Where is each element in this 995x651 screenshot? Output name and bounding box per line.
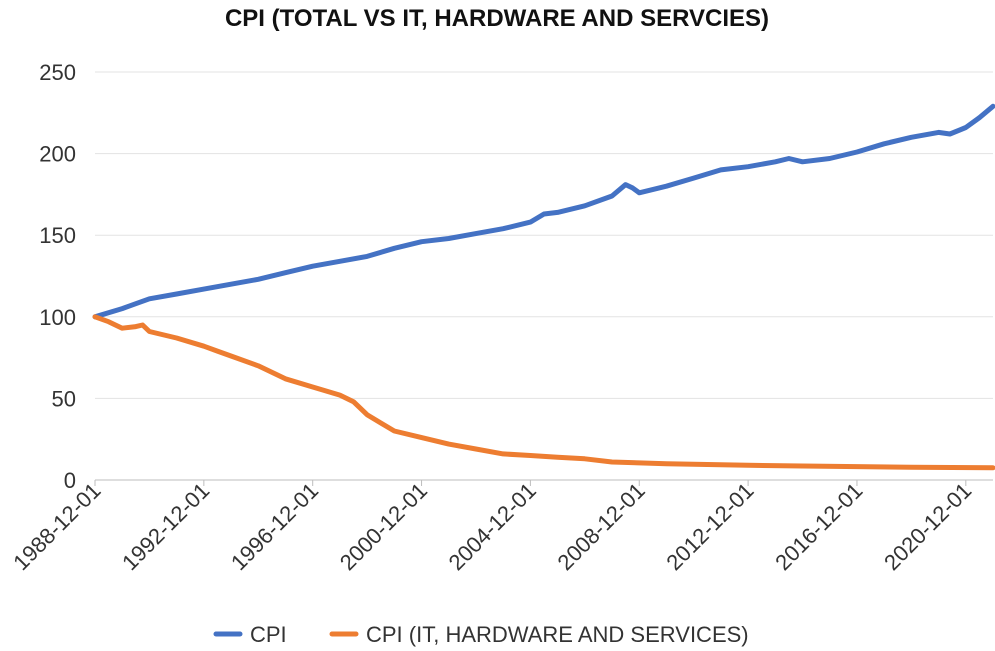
x-tick-label: 2000-12-01 [335, 478, 432, 575]
y-tick-label: 100 [39, 305, 76, 330]
y-tick-label: 250 [39, 60, 76, 85]
y-axis-ticks: 0 50 100 150 200 250 [39, 60, 76, 493]
cpi-series-line [92, 103, 995, 320]
cpi-it-series-line [92, 314, 995, 471]
x-tick-label: 2020-12-01 [879, 478, 976, 575]
x-tick-label: 2016-12-01 [770, 478, 867, 575]
series-lines [92, 103, 995, 471]
y-tick-label: 200 [39, 142, 76, 167]
y-tick-label: 50 [52, 386, 76, 411]
x-tick-label: 1992-12-01 [117, 478, 214, 575]
y-tick-label: 0 [64, 468, 76, 493]
x-tick-label: 2004-12-01 [444, 478, 541, 575]
y-tick-label: 150 [39, 223, 76, 248]
legend-label-cpi: CPI [250, 622, 287, 647]
x-tick-label: 2008-12-01 [553, 478, 650, 575]
x-tick-label: 1988-12-01 [8, 478, 105, 575]
x-tick-label: 1996-12-01 [226, 478, 323, 575]
x-tick-label: 2012-12-01 [661, 478, 758, 575]
x-axis-ticks: 1988-12-01 1992-12-01 1996-12-01 2000-12… [8, 478, 976, 575]
gridlines [94, 71, 993, 486]
legend-label-cpi-it: CPI (IT, HARDWARE AND SERVICES) [366, 622, 749, 647]
chart-title: CPI (TOTAL VS IT, HARDWARE AND SERVCIES) [225, 5, 769, 32]
legend: CPI CPI (IT, HARDWARE AND SERVICES) [213, 622, 749, 647]
